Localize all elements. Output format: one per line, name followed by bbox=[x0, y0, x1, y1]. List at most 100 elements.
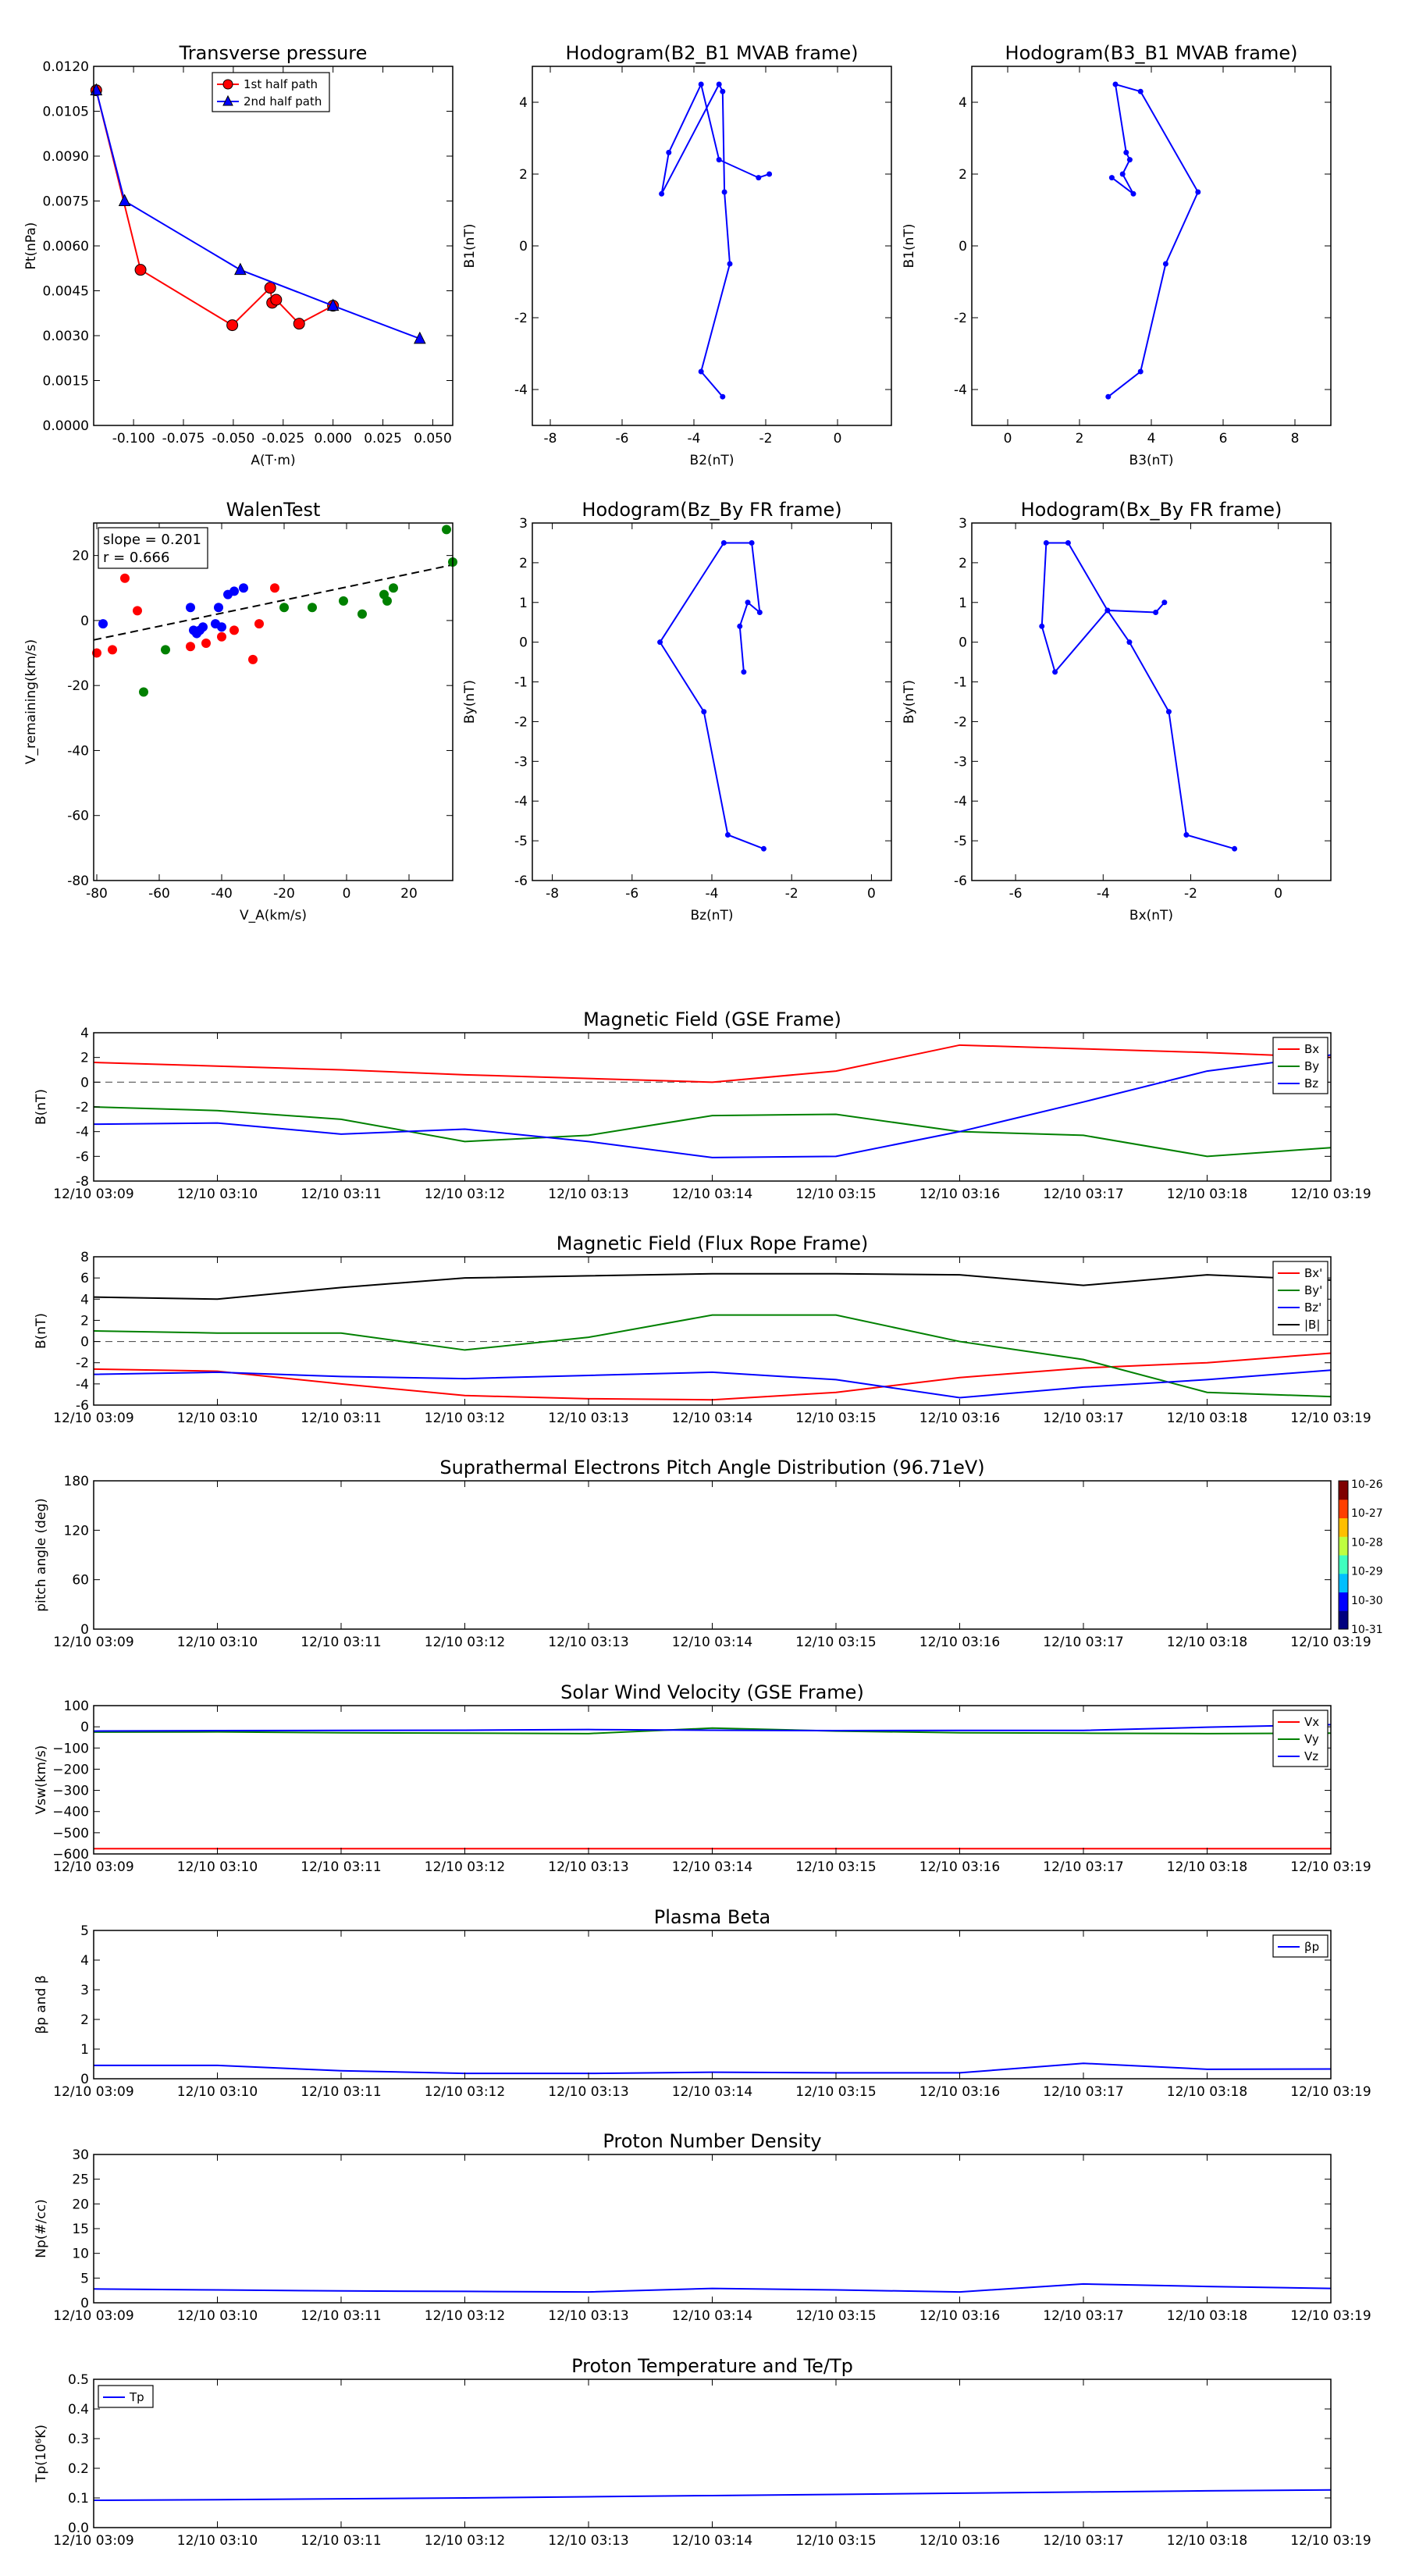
y-tick-label: 2 bbox=[519, 167, 528, 183]
scatter-point bbox=[248, 654, 258, 664]
data-point bbox=[1104, 607, 1111, 614]
y-tick-label: 2 bbox=[80, 1313, 89, 1329]
data-point bbox=[1065, 539, 1071, 546]
data-point bbox=[698, 368, 704, 375]
scatter-point bbox=[339, 596, 348, 606]
data-point bbox=[264, 282, 276, 294]
plot-frame bbox=[532, 522, 892, 881]
y-tick-label: 5 bbox=[80, 2271, 89, 2286]
y-tick-label: -4 bbox=[954, 382, 967, 398]
legend: Tp bbox=[98, 2385, 154, 2408]
series-line-0 bbox=[93, 2282, 1332, 2293]
y-tick-label: −600 bbox=[52, 1847, 89, 1863]
x-axis-label: Bz(nT) bbox=[690, 908, 733, 923]
x-tick-label: 12/10 03:12 bbox=[425, 2533, 505, 2549]
x-tick-label: -2 bbox=[759, 431, 773, 447]
y-tick-label: 8 bbox=[80, 1250, 89, 1265]
x-tick-label: 12/10 03:11 bbox=[301, 1187, 381, 1202]
data-point bbox=[226, 319, 239, 332]
y-tick-label: 1 bbox=[80, 2042, 89, 2058]
plot-frame bbox=[93, 1032, 1332, 1182]
y-tick-label: -4 bbox=[514, 794, 528, 809]
y-tick-label: 1 bbox=[519, 596, 528, 611]
x-tick-label: 12/10 03:12 bbox=[425, 1411, 505, 1426]
y-tick-label: 4 bbox=[959, 95, 967, 111]
x-tick-label: 12/10 03:15 bbox=[795, 1187, 876, 1202]
data-point bbox=[698, 81, 704, 87]
colorbar-segment bbox=[1339, 1610, 1348, 1630]
data-point bbox=[1039, 623, 1045, 629]
y-tick-label: 100 bbox=[64, 1699, 89, 1714]
x-tick-label: 0.050 bbox=[414, 431, 452, 447]
y-tick-label: 0 bbox=[959, 635, 967, 651]
data-point bbox=[1153, 610, 1159, 615]
scatter-point bbox=[139, 687, 148, 697]
x-tick-label: 12/10 03:17 bbox=[1043, 1187, 1123, 1202]
y-axis-label: Pt(nPa) bbox=[23, 222, 39, 270]
legend-label: 2nd half path bbox=[244, 94, 322, 109]
series-line-0 bbox=[1040, 542, 1235, 850]
series-line-0 bbox=[660, 82, 770, 397]
y-tick-label: 0.0060 bbox=[43, 239, 89, 254]
y-tick-label: 1 bbox=[959, 596, 967, 611]
y-tick-label: 6 bbox=[80, 1271, 89, 1286]
y-tick-label: 0.0 bbox=[68, 2521, 89, 2536]
y-tick-label: 0 bbox=[519, 635, 528, 651]
legend-label: Bz bbox=[1304, 1076, 1318, 1091]
y-tick-label: -6 bbox=[954, 873, 967, 889]
x-tick-label: 12/10 03:10 bbox=[177, 2533, 258, 2549]
y-axis-label: B(nT) bbox=[34, 1313, 49, 1349]
legend: βp bbox=[1272, 1934, 1329, 1958]
data-point bbox=[716, 81, 722, 87]
y-tick-label: 0 bbox=[80, 1720, 89, 1735]
x-tick-label: 12/10 03:13 bbox=[548, 2308, 628, 2324]
x-tick-label: -0.050 bbox=[212, 431, 254, 447]
chart-title: WalenTest bbox=[226, 499, 321, 521]
chart-title: Suprathermal Electrons Pitch Angle Distr… bbox=[439, 1457, 984, 1478]
x-tick-label: 12/10 03:14 bbox=[672, 2533, 752, 2549]
data-point bbox=[749, 539, 755, 546]
chart-title: Magnetic Field (GSE Frame) bbox=[583, 1009, 841, 1030]
chart-title: Solar Wind Velocity (GSE Frame) bbox=[560, 1681, 864, 1703]
plot-frame bbox=[93, 522, 454, 881]
data-point bbox=[741, 669, 747, 675]
y-tick-label: 0 bbox=[80, 614, 89, 629]
x-tick-label: 12/10 03:09 bbox=[53, 2533, 133, 2549]
x-tick-label: 12/10 03:13 bbox=[548, 2533, 628, 2549]
plot-frame bbox=[971, 66, 1332, 426]
x-tick-label: 12/10 03:13 bbox=[548, 1859, 628, 1875]
y-tick-label: 0 bbox=[80, 1622, 89, 1638]
x-tick-label: 12/10 03:14 bbox=[672, 1187, 752, 1202]
y-tick-label: -40 bbox=[67, 743, 89, 759]
x-tick-label: 12/10 03:19 bbox=[1290, 2084, 1371, 2100]
data-point bbox=[720, 393, 726, 400]
scatter-point bbox=[239, 583, 248, 593]
scatter-point bbox=[279, 603, 289, 613]
y-tick-label: -2 bbox=[514, 714, 528, 730]
hodogram-b3-b1-panel: Hodogram(B3_B1 MVAB frame) -4 -2 0 2 4 0 2 4 6 8 B3… bbox=[902, 42, 1332, 468]
x-tick-label: 12/10 03:14 bbox=[672, 2084, 752, 2100]
x-tick-label: 0 bbox=[343, 886, 351, 902]
y-tick-label: -4 bbox=[76, 1377, 89, 1393]
y-tick-label: −200 bbox=[52, 1762, 89, 1777]
series-line-Tp bbox=[93, 2489, 1332, 2502]
proton-temperature-panel: Proton Temperature and Te/Tp 0.0 0.1 0.2 0.3… bbox=[34, 2355, 1371, 2549]
data-point bbox=[1052, 669, 1058, 675]
plot-frame bbox=[971, 522, 1332, 881]
data-point bbox=[720, 539, 727, 546]
y-tick-label: −500 bbox=[52, 1826, 89, 1841]
y-tick-label: 0.0075 bbox=[43, 194, 89, 210]
y-tick-label: -2 bbox=[76, 1100, 89, 1115]
colorbar-label: 10-27 bbox=[1351, 1507, 1383, 1520]
colorbar-label: 10-28 bbox=[1351, 1536, 1383, 1549]
data-point bbox=[1130, 190, 1136, 197]
x-tick-label: 12/10 03:18 bbox=[1167, 1411, 1247, 1426]
plot-frame bbox=[93, 2154, 1332, 2304]
data-point bbox=[1108, 175, 1115, 181]
data-point bbox=[756, 175, 762, 181]
x-axis-label: V_A(km/s) bbox=[240, 908, 307, 923]
series-line-0 bbox=[1108, 83, 1199, 397]
x-tick-label: 4 bbox=[1147, 431, 1156, 447]
x-tick-label: 12/10 03:13 bbox=[548, 1635, 628, 1650]
colorbar-label: 10-31 bbox=[1351, 1624, 1383, 1636]
